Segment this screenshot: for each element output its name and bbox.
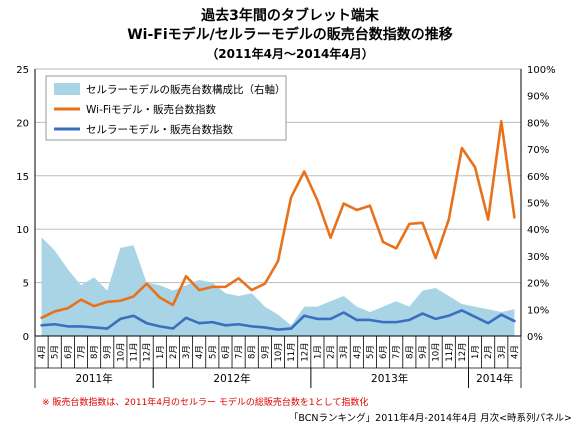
series-line-cellular	[40, 309, 516, 331]
x-month-label: 8月	[90, 345, 100, 359]
y-left-tick-label: 10	[16, 225, 29, 236]
y-right-tick-label: 50%	[527, 199, 549, 210]
x-month-label: 2月	[327, 345, 337, 359]
y-left-tick-label: 20	[16, 118, 29, 129]
x-month-label: 8月	[248, 345, 258, 359]
x-month-label: 8月	[405, 345, 415, 359]
legend-box	[45, 75, 287, 141]
series-area-cellular-share	[41, 237, 515, 336]
x-month-label: 9月	[418, 345, 428, 359]
x-month-label: 5月	[366, 345, 376, 359]
chart-title-line-1: 過去3年間のタブレット端末	[200, 7, 380, 24]
x-year-label: 2011年	[75, 372, 112, 385]
x-year-label: 2014年	[476, 372, 513, 385]
y-right-tick-label: 30%	[527, 252, 549, 263]
x-month-label: 6月	[221, 345, 231, 359]
x-month-label: 11月	[445, 342, 455, 361]
y-left-tick-label: 5	[23, 279, 29, 290]
x-month-label: 5月	[51, 345, 61, 359]
plot-area: 0 5 10 15 20 25 0% 10% 20% 30% 40% 50% 60% 70% 80% 90% 1…	[16, 65, 556, 388]
x-month-label: 2月	[169, 345, 179, 359]
x-month-label: 1月	[471, 345, 481, 359]
legend-entry-label: Wi-Fiモデル・販売台数指数	[86, 103, 217, 116]
x-year-label: 2013年	[371, 372, 408, 385]
x-month-label: 12月	[143, 342, 153, 361]
y-right-tick-label: 40%	[527, 225, 549, 236]
x-month-label: 3月	[497, 345, 507, 359]
source-credit: 「BCNランキング」2011年4月-2014年4月 月次<時系列パネル>	[289, 412, 572, 424]
legend-entry-label: セルラーモデルの販売台数構成比（右軸）	[86, 83, 286, 96]
x-month-label: 6月	[64, 345, 74, 359]
y-left-tick-label: 0	[23, 332, 29, 343]
x-month-label: 7月	[77, 345, 87, 359]
x-month-label: 1月	[313, 345, 323, 359]
x-month-label: 3月	[340, 345, 350, 359]
x-year-label: 2012年	[213, 372, 250, 385]
x-month-label: 11月	[130, 342, 140, 361]
y-right-tick-label: 90%	[527, 92, 549, 103]
y-left-tick-label: 15	[16, 172, 29, 183]
x-month-label: 7月	[235, 345, 245, 359]
x-month-label: 10月	[274, 342, 284, 361]
x-month-label: 4月	[353, 345, 363, 359]
x-month-label: 5月	[208, 345, 218, 359]
y-right-tick-label: 60%	[527, 172, 549, 183]
x-month-label: 3月	[182, 345, 192, 359]
x-month-label: 4月	[38, 345, 48, 359]
y-right-tick-label: 20%	[527, 279, 549, 290]
x-month-label: 9月	[261, 345, 271, 359]
y-right-tick-label: 100%	[527, 65, 556, 76]
x-month-label: 2月	[484, 345, 494, 359]
x-month-label: 10月	[432, 342, 442, 361]
legend-entry-label: セルラーモデル・販売台数指数	[86, 123, 233, 136]
x-month-label: 6月	[379, 345, 389, 359]
chart-title-line-2: Wi-Fiモデル/セルラーモデルの販売台数指数の推移	[127, 26, 453, 43]
y-right-tick-label: 0%	[527, 332, 543, 343]
y-right-tick-label: 70%	[527, 145, 549, 156]
x-month-label: 1月	[156, 345, 166, 359]
y-left-tick-label: 25	[16, 65, 29, 76]
x-month-label: 7月	[392, 345, 402, 359]
x-month-label: 4月	[195, 345, 205, 359]
footnote: ※ 販売台数指数は、2011年4月のセルラー モデルの総販売台数を1として指数化	[42, 396, 368, 408]
legend: セルラーモデルの販売台数構成比（右軸） Wi-Fiモデル・販売台数指数セルラーモデ…	[45, 75, 287, 141]
x-month-label: 11月	[287, 342, 297, 361]
chart-subtitle: （2011年4月～2014年4月）	[206, 46, 374, 61]
x-month-label: 12月	[458, 342, 468, 361]
x-month-label: 9月	[103, 345, 113, 359]
x-month-label: 4月	[510, 345, 520, 359]
y-right-tick-label: 80%	[527, 118, 549, 129]
y-right-tick-label: 10%	[527, 305, 549, 316]
legend-swatch-area	[54, 83, 80, 95]
series-line-wifi	[40, 120, 516, 320]
x-month-label: 10月	[116, 342, 126, 361]
x-month-label: 12月	[300, 342, 310, 361]
